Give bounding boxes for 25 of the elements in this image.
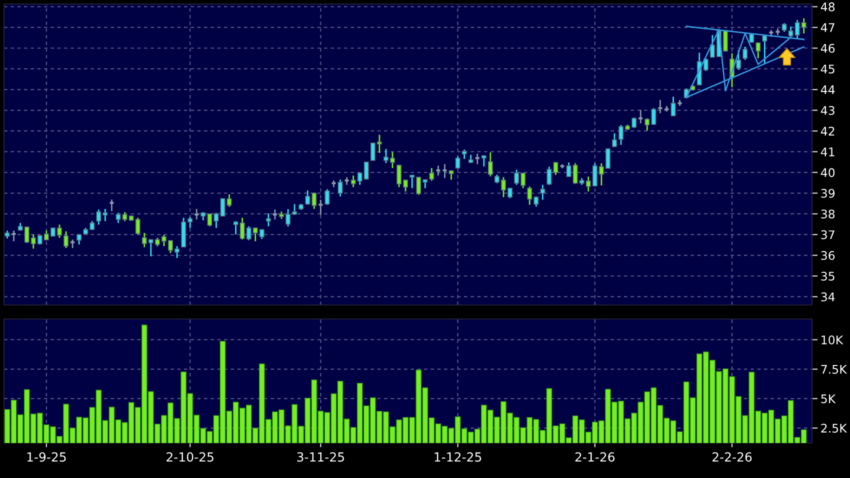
y-tick-label: 43 xyxy=(820,106,834,115)
y-tick-label: 48 xyxy=(820,2,835,12)
y-tick-label: 37 xyxy=(821,230,834,240)
x-tick-label: 2-1-26 xyxy=(575,452,615,462)
y-tick-label: 40 xyxy=(820,168,835,178)
x-tick-label: 2-2-26 xyxy=(712,452,752,462)
y-tick-label: 47 xyxy=(820,23,834,32)
y-tick-label: 39 xyxy=(821,188,835,198)
x-tick-label: 1-9-25 xyxy=(27,452,66,462)
x-tick-label: 3-11-25 xyxy=(297,452,344,462)
y-tick-label: 5K xyxy=(821,394,836,404)
y-tick-label: 36 xyxy=(821,251,835,260)
y-tick-label: 44 xyxy=(820,85,835,94)
y-tick-label: 41 xyxy=(820,148,834,156)
y-tick-label: 7.5K xyxy=(821,365,848,374)
x-tick-label: 2-10-25 xyxy=(166,452,214,462)
y-tick-label: 35 xyxy=(821,272,834,281)
y-tick-label: 34 xyxy=(821,292,835,302)
y-tick-label: 2.5K xyxy=(821,424,848,433)
x-tick-label: 1-12-25 xyxy=(434,452,482,462)
y-tick-label: 45 xyxy=(820,64,834,74)
y-tick-label: 42 xyxy=(820,126,834,136)
y-tick-label: 38 xyxy=(821,210,835,219)
y-tick-label: 10K xyxy=(822,335,844,344)
y-tick-label: 46 xyxy=(820,44,835,53)
